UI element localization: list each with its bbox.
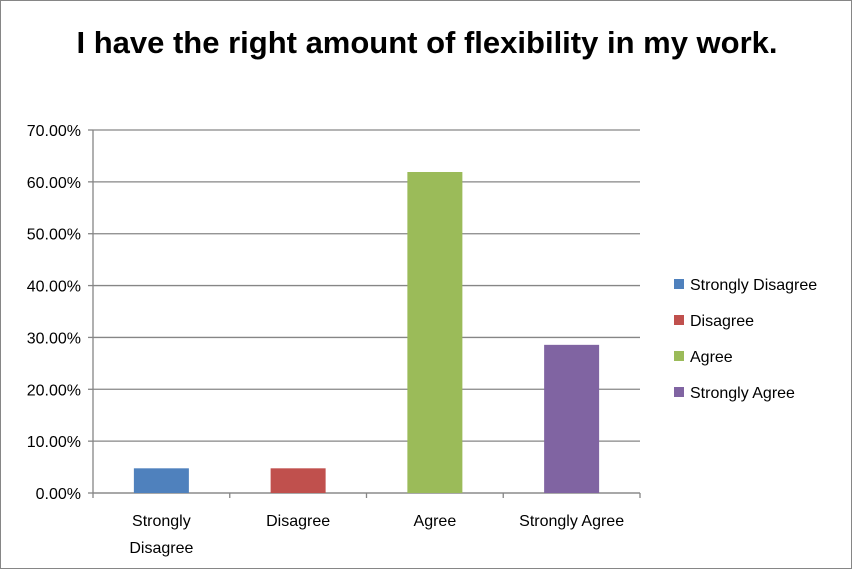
legend-label-2: Agree [690, 349, 733, 366]
y-tick-label-5: 50.00% [27, 227, 81, 244]
x-tick-label-0-1: Disagree [129, 540, 193, 557]
x-tick-label-2: Agree [414, 513, 457, 530]
legend-swatch-2 [674, 351, 684, 361]
y-tick-label-0: 0.00% [36, 486, 81, 503]
legend-label-1: Disagree [690, 313, 754, 330]
x-tick-label-3: Strongly Agree [519, 513, 624, 530]
legend-label-0: Strongly Disagree [690, 277, 817, 294]
bar-2 [407, 172, 463, 494]
bar-1 [270, 468, 326, 493]
bar-3 [544, 344, 600, 493]
legend-label-3: Strongly Agree [690, 385, 795, 402]
y-tick-label-6: 60.00% [27, 175, 81, 192]
y-tick-label-3: 30.00% [27, 330, 81, 347]
legend-swatch-3 [674, 387, 684, 397]
bar-0 [133, 468, 189, 493]
y-tick-label-1: 10.00% [27, 434, 81, 451]
x-tick-label-0-0: Strongly [132, 513, 191, 530]
y-tick-label-7: 70.00% [27, 123, 81, 140]
x-tick-label-1: Disagree [266, 513, 330, 530]
y-tick-label-2: 20.00% [27, 382, 81, 399]
y-tick-label-4: 40.00% [27, 279, 81, 296]
legend-swatch-0 [674, 279, 684, 289]
legend-swatch-1 [674, 315, 684, 325]
chart-title: I have the right amount of flexibility i… [76, 25, 778, 60]
